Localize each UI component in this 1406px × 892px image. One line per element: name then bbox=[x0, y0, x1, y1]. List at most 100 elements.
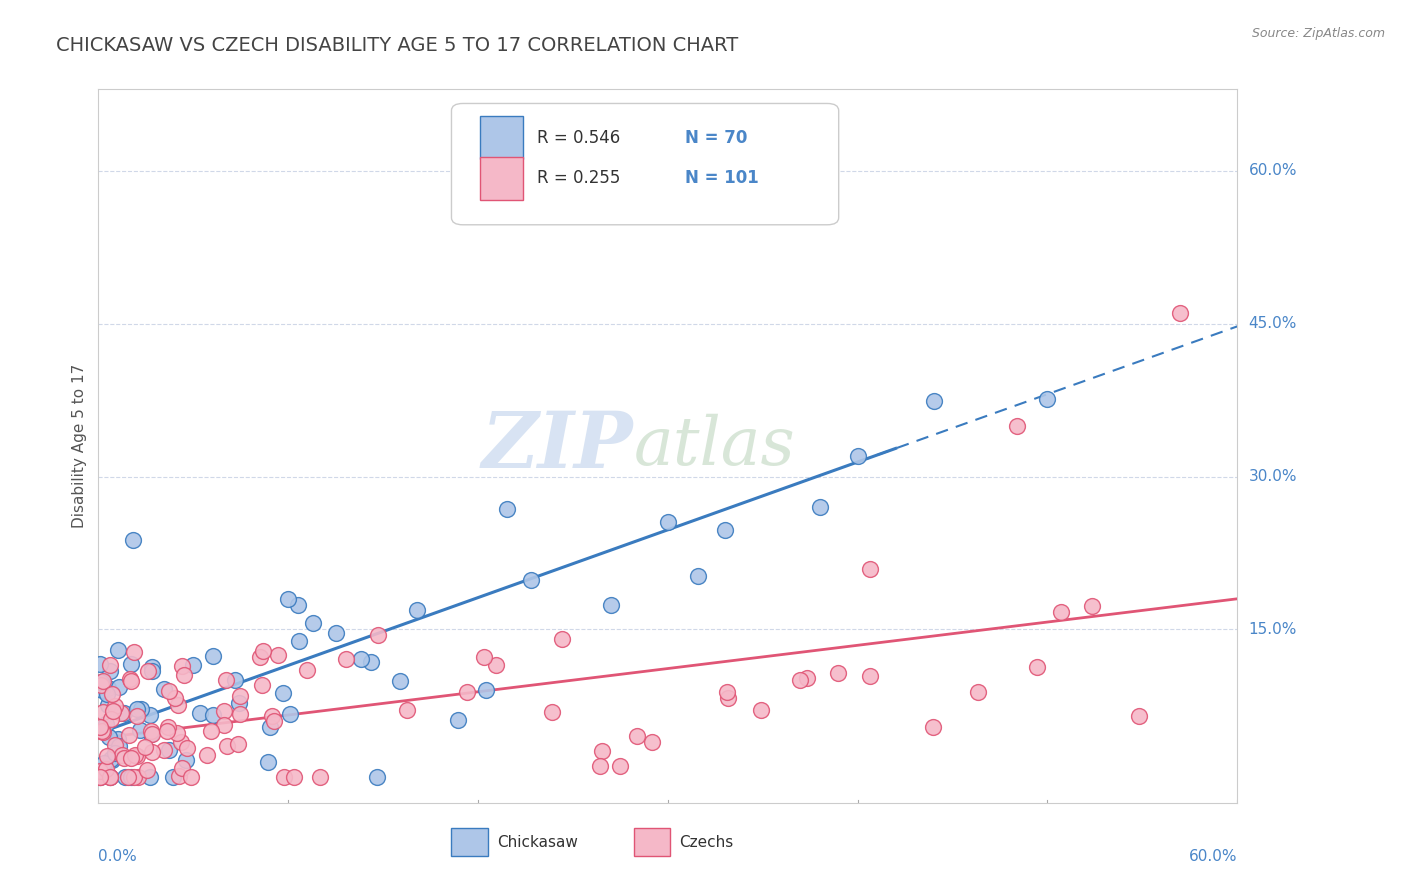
Point bbox=[1036, 392, 1059, 407]
Point bbox=[139, 707, 162, 722]
Point bbox=[405, 603, 427, 617]
Point bbox=[600, 598, 623, 612]
Point bbox=[228, 696, 250, 710]
Point bbox=[484, 657, 506, 672]
Point bbox=[122, 533, 145, 547]
Point bbox=[212, 705, 235, 719]
Point bbox=[89, 764, 111, 779]
Point bbox=[89, 657, 111, 671]
Point bbox=[226, 737, 249, 751]
Point bbox=[141, 727, 163, 741]
Point bbox=[686, 569, 709, 583]
Point bbox=[120, 672, 142, 686]
Point bbox=[129, 702, 152, 716]
Point bbox=[125, 709, 148, 723]
Point bbox=[97, 698, 120, 713]
Point bbox=[98, 658, 121, 673]
Point bbox=[134, 740, 156, 755]
Point bbox=[98, 664, 121, 678]
Point bbox=[716, 685, 738, 699]
Point bbox=[195, 747, 218, 762]
Point bbox=[256, 755, 278, 769]
Point bbox=[174, 753, 197, 767]
Point bbox=[139, 726, 162, 740]
Point bbox=[325, 625, 347, 640]
Point bbox=[367, 628, 389, 642]
Point bbox=[589, 759, 612, 773]
Point bbox=[162, 770, 184, 784]
Point bbox=[283, 770, 305, 784]
Point bbox=[96, 687, 118, 701]
Point bbox=[295, 663, 318, 677]
Point bbox=[229, 690, 252, 704]
Point bbox=[1007, 418, 1029, 433]
Point bbox=[252, 644, 274, 658]
Point bbox=[472, 649, 495, 664]
Point bbox=[1128, 709, 1150, 723]
Point bbox=[127, 770, 149, 784]
Point bbox=[111, 747, 134, 762]
Point bbox=[859, 561, 882, 575]
Point bbox=[94, 762, 117, 776]
Point bbox=[200, 723, 222, 738]
Point bbox=[846, 449, 869, 463]
Point bbox=[540, 705, 562, 719]
Point bbox=[90, 678, 112, 692]
Point bbox=[100, 712, 122, 726]
Point bbox=[104, 699, 127, 714]
Point bbox=[277, 591, 299, 606]
Point bbox=[180, 770, 202, 784]
Point bbox=[114, 770, 136, 784]
Point bbox=[201, 708, 224, 723]
Point bbox=[551, 632, 574, 647]
Point bbox=[91, 673, 114, 688]
Point bbox=[395, 703, 418, 717]
Text: R = 0.546: R = 0.546 bbox=[537, 128, 620, 146]
Point bbox=[122, 645, 145, 659]
Point bbox=[98, 770, 121, 784]
Point bbox=[366, 770, 388, 784]
Point bbox=[1050, 605, 1073, 619]
Point bbox=[166, 726, 188, 740]
Text: 0.0%: 0.0% bbox=[98, 849, 138, 864]
Text: 60.0%: 60.0% bbox=[1249, 163, 1296, 178]
Point bbox=[808, 500, 831, 515]
Point bbox=[619, 194, 641, 209]
Point bbox=[389, 673, 412, 688]
Point bbox=[287, 598, 309, 612]
Point bbox=[495, 502, 517, 516]
FancyBboxPatch shape bbox=[451, 103, 839, 225]
Point bbox=[104, 746, 127, 760]
Point bbox=[101, 752, 124, 766]
Point bbox=[173, 667, 195, 681]
Point bbox=[260, 709, 283, 723]
Text: N = 101: N = 101 bbox=[685, 169, 759, 187]
Point bbox=[271, 686, 294, 700]
Point bbox=[135, 764, 157, 778]
Point bbox=[609, 758, 631, 772]
Point bbox=[157, 720, 180, 734]
Point bbox=[136, 664, 159, 678]
Text: CHICKASAW VS CZECH DISABILITY AGE 5 TO 17 CORRELATION CHART: CHICKASAW VS CZECH DISABILITY AGE 5 TO 1… bbox=[56, 36, 738, 54]
Point bbox=[475, 682, 498, 697]
Point bbox=[170, 659, 193, 673]
Point bbox=[141, 724, 163, 739]
Point bbox=[91, 724, 114, 739]
Text: 60.0%: 60.0% bbox=[1189, 849, 1237, 864]
Point bbox=[108, 680, 131, 694]
Point bbox=[112, 750, 135, 764]
Point bbox=[98, 730, 121, 744]
Point bbox=[118, 728, 141, 742]
Point bbox=[657, 515, 679, 529]
Point bbox=[249, 649, 271, 664]
Point bbox=[157, 743, 180, 757]
Point bbox=[224, 673, 246, 688]
Point bbox=[101, 687, 124, 701]
Point bbox=[714, 524, 737, 538]
Point bbox=[215, 739, 238, 753]
Point bbox=[966, 684, 988, 698]
Point bbox=[170, 734, 193, 748]
Point bbox=[201, 649, 224, 664]
Point bbox=[301, 616, 323, 631]
Point bbox=[717, 690, 740, 705]
